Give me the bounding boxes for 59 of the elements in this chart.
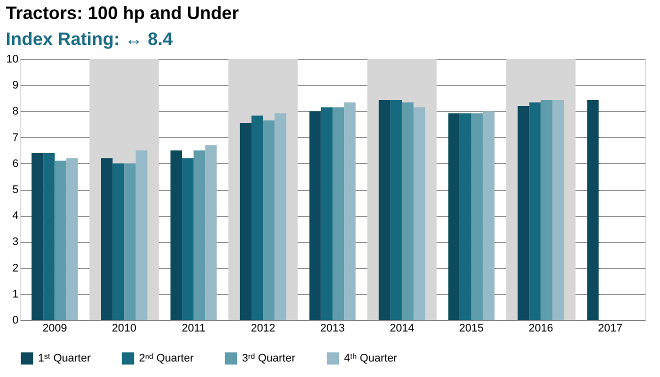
x-tick-label: 2015 [459,322,484,334]
bar [332,107,344,320]
y-tick-label: 5 [12,184,18,196]
x-tick-label: 2012 [250,322,276,334]
bar [205,145,217,320]
bar [402,102,414,320]
bar [32,152,44,320]
y-tick-label: 6 [12,158,18,170]
x-tick-label: 2010 [112,322,136,334]
bar [390,100,402,320]
y-tick-label: 7 [12,132,18,144]
bar [274,113,286,320]
bar [263,120,275,320]
bar [194,150,206,320]
x-tick-label: 2013 [320,322,345,334]
bar [124,163,136,320]
bar [482,111,495,320]
bar [587,100,599,320]
bar [136,150,148,320]
x-tick-label: 2014 [390,322,414,334]
y-tick-label: 0 [12,314,18,326]
bar [378,100,390,320]
bar [460,113,472,320]
bar [414,107,426,320]
chart-subtitle: Index Rating: ↔ 8.4 [6,29,173,49]
bar [101,158,113,320]
bar [66,158,78,320]
bar [518,106,530,320]
y-tick-label: 8 [12,106,18,118]
bar [529,102,541,320]
y-tick-label: 2 [12,262,18,274]
y-tick-label: 4 [12,210,18,222]
bar [170,150,182,320]
x-tick-label: 2017 [598,322,623,334]
x-tick-label: 2016 [528,322,554,334]
bar [182,158,194,320]
bar [320,107,332,320]
x-tick-label: 2009 [42,322,67,334]
legend-label: 2ⁿᵈ Quarter [139,352,194,364]
bar [54,160,66,320]
bar [540,100,552,320]
y-tick-label: 1 [12,288,18,300]
bar [112,163,124,320]
bar [552,100,564,320]
bar [471,113,483,320]
legend-label: 1ˢᵗ Quarter [38,352,91,364]
x-tick-label: 2011 [182,322,206,334]
legend-label: 3ʳᵈ Quarter [242,352,296,364]
chart-title: Tractors: 100 hp and Under [6,3,239,23]
bar [309,111,321,320]
y-tick-label: 9 [12,80,18,92]
y-tick-label: 10 [6,54,18,66]
legend-label: 4ᵗʰ Quarter [344,352,398,364]
y-tick-label: 3 [12,236,18,248]
bar [344,102,356,320]
bar [240,122,252,320]
bar [251,116,264,320]
bar [448,113,460,320]
bar [43,152,55,320]
